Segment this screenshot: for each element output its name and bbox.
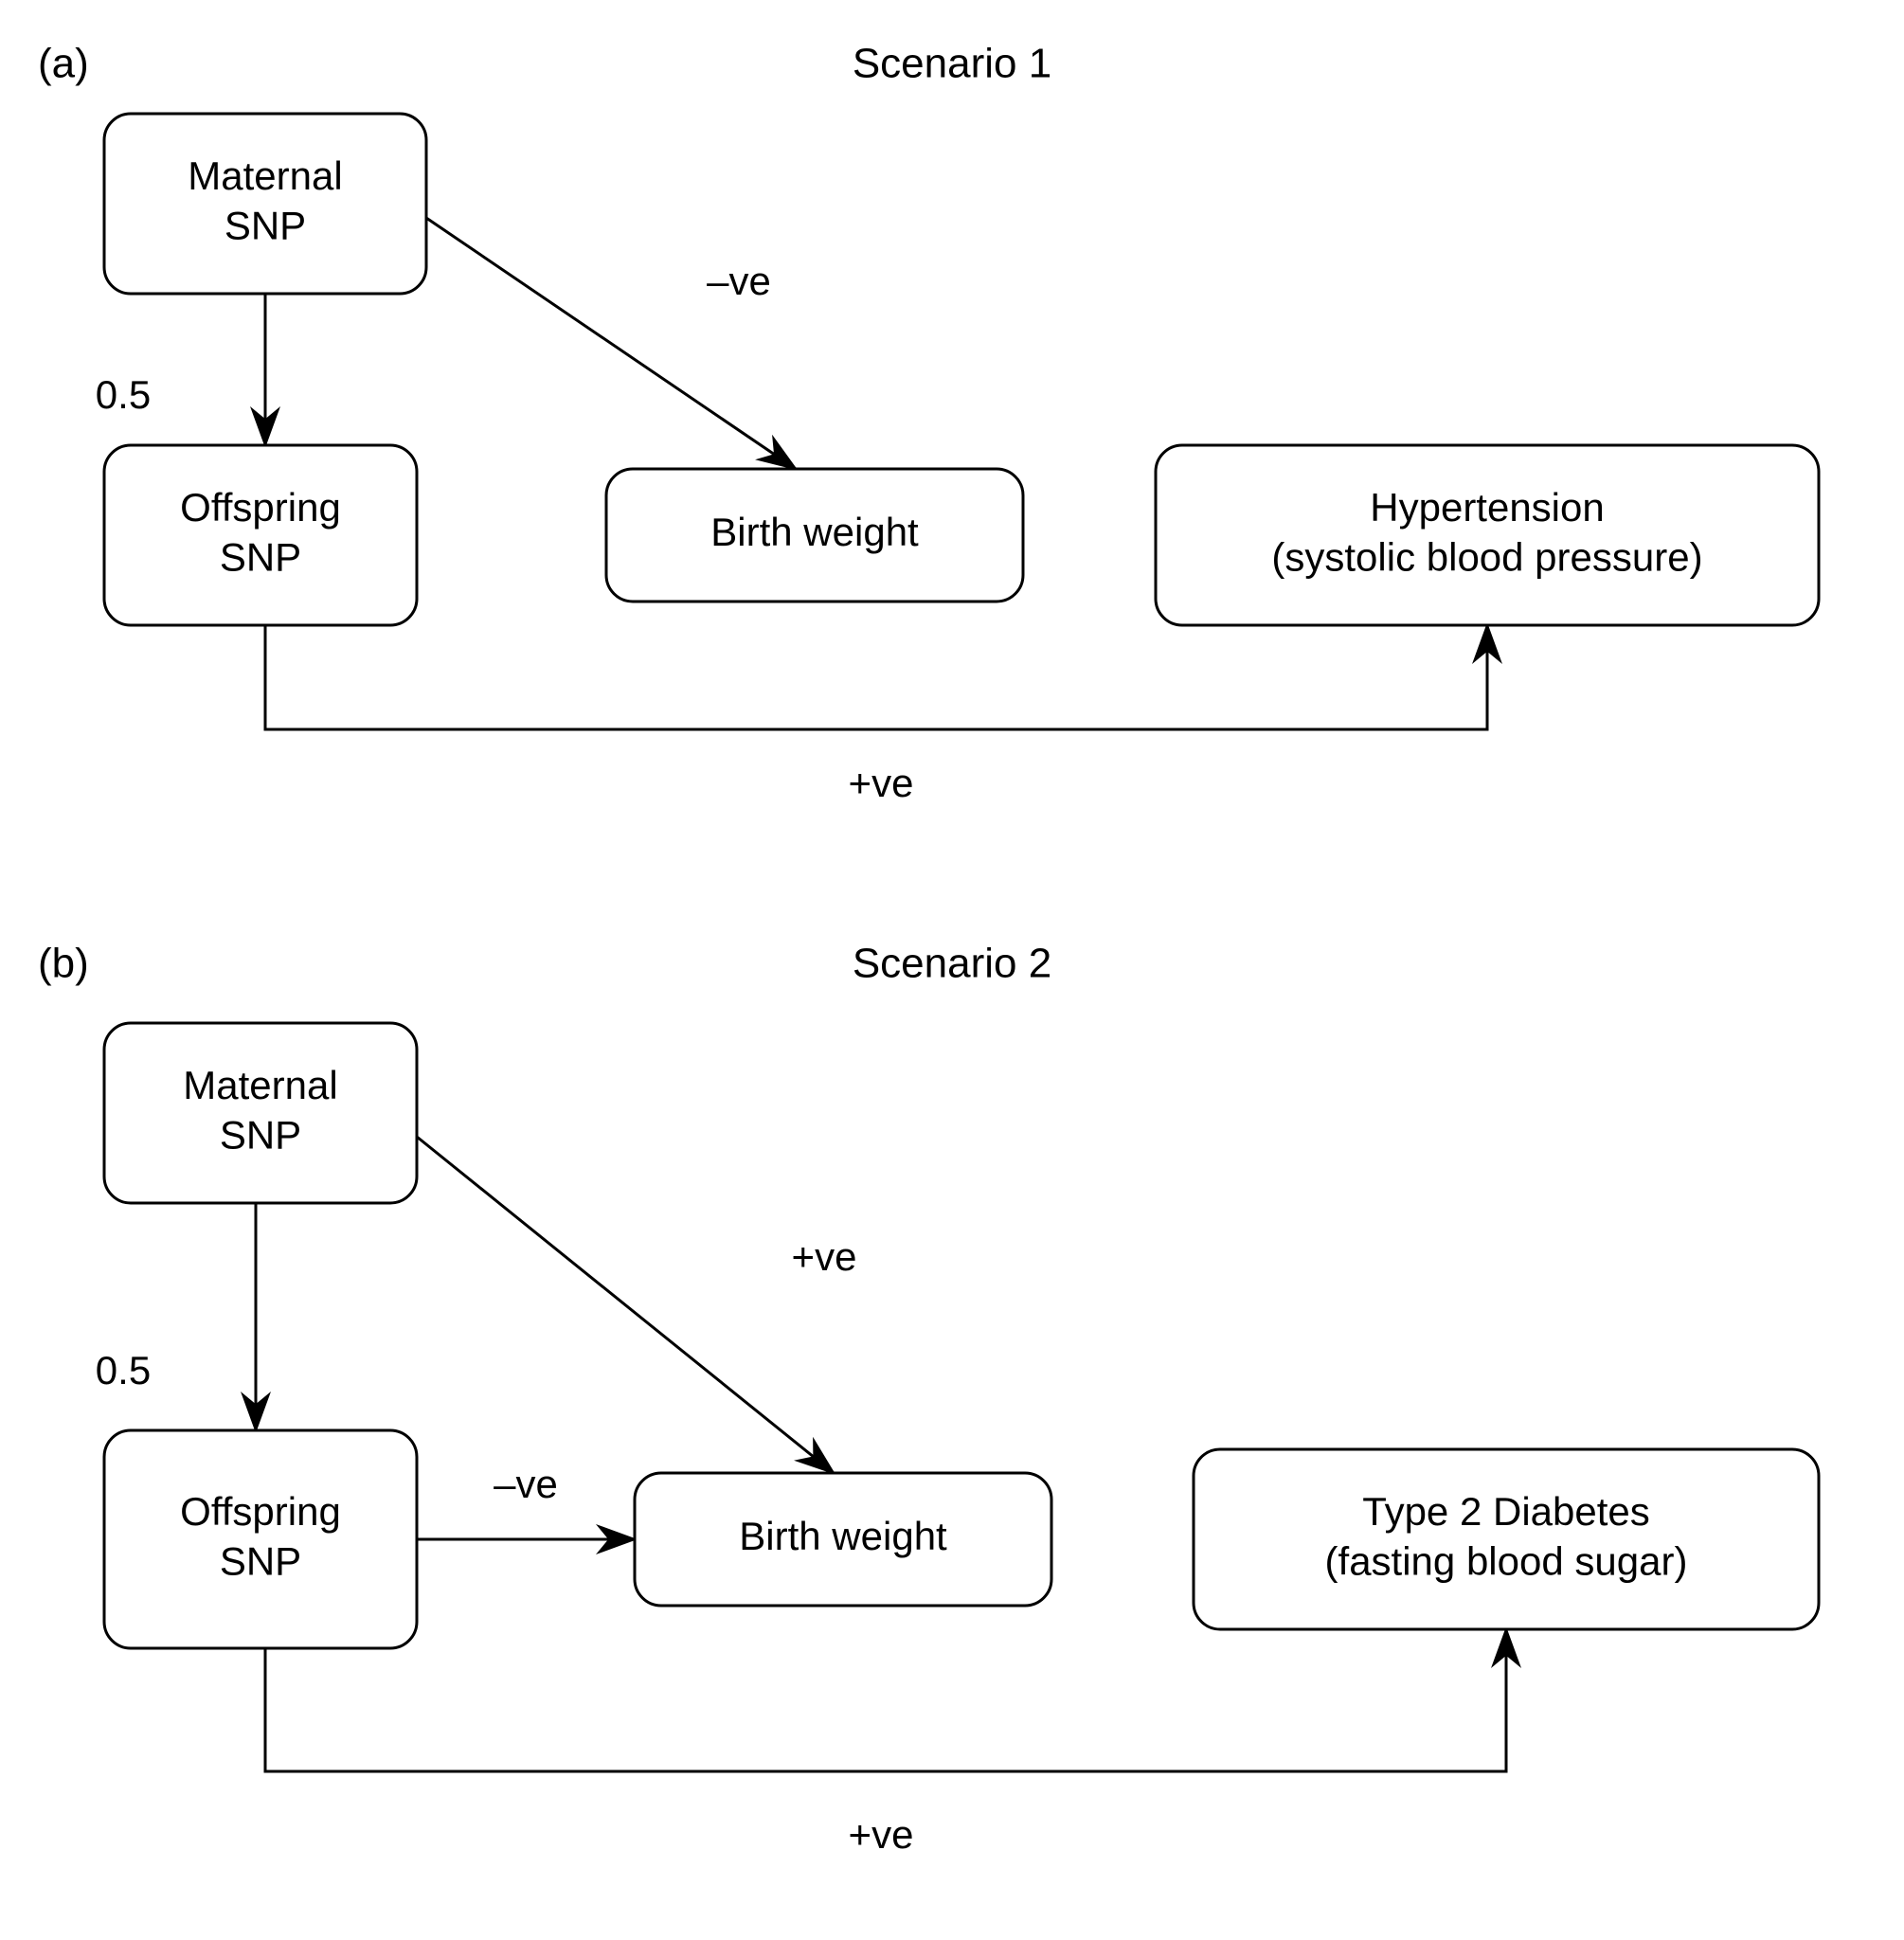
node-text-a_ht-0: Hypertension — [1370, 485, 1604, 530]
edge-label-b_offspring-b_bw: –ve — [494, 1462, 558, 1506]
node-a_ht: Hypertension(systolic blood pressure) — [1156, 445, 1819, 625]
edge-b_offspring-to-b_t2d — [265, 1629, 1506, 1771]
node-text-b_bw-0: Birth weight — [739, 1514, 947, 1558]
node-text-a_bw-0: Birth weight — [710, 510, 919, 554]
node-a_maternal: Maternal SNP — [104, 114, 426, 294]
node-text-b_t2d-1: (fasting blood sugar) — [1325, 1538, 1688, 1583]
panel-label-b: (b) — [38, 941, 89, 987]
diagram-svg: (a)Scenario 10.5–ve+veMaternalSNPOffspri… — [0, 0, 1904, 1940]
node-text-a_maternal-0: Maternal — [188, 153, 342, 198]
node-text-b_maternal-0: Maternal — [183, 1063, 337, 1107]
node-b_t2d: Type 2 Diabetes(fasting blood sugar) — [1194, 1449, 1819, 1629]
panel-title-a: Scenario 1 — [853, 41, 1051, 87]
edge-label-a_maternal-a_bw: –ve — [707, 259, 771, 303]
panel-label-a: (a) — [38, 41, 89, 87]
node-text-a_ht-1: (systolic blood pressure) — [1271, 534, 1702, 579]
edge-a_offspring-to-a_ht — [265, 625, 1487, 729]
diagram-root: (a)Scenario 10.5–ve+veMaternalSNPOffspri… — [0, 0, 1904, 1940]
node-text-a_maternal-1: SNP — [225, 203, 306, 247]
node-text-b_maternal-1: SNP — [220, 1112, 301, 1157]
node-text-a_offspring-1: SNP — [220, 534, 301, 579]
panel-title-b: Scenario 2 — [853, 941, 1051, 987]
node-b_maternal: Maternal SNP — [104, 1023, 417, 1203]
node-text-b_offspring-0: Offspring — [180, 1489, 341, 1534]
node-text-a_offspring-0: Offspring — [180, 485, 341, 530]
edge-label-a_maternal-a_offspring: 0.5 — [96, 372, 151, 417]
edge-label-b_offspring-b_t2d: +ve — [849, 1812, 914, 1857]
edge-a_maternal-to-a_bw — [426, 218, 796, 469]
node-text-b_t2d-0: Type 2 Diabetes — [1362, 1489, 1650, 1534]
node-a_offspring: OffspringSNP — [104, 445, 417, 625]
node-b_offspring: OffspringSNP — [104, 1430, 417, 1648]
node-a_bw: Birth weight — [606, 469, 1023, 602]
edge-b_maternal-to-b_bw — [417, 1137, 834, 1473]
edge-label-b_maternal-b_bw: +ve — [792, 1234, 857, 1279]
edge-label-a_offspring-a_ht: +ve — [849, 761, 914, 805]
node-b_bw: Birth weight — [635, 1473, 1051, 1606]
edge-label-b_maternal-b_offspring: 0.5 — [96, 1348, 151, 1392]
node-text-b_offspring-1: SNP — [220, 1538, 301, 1583]
